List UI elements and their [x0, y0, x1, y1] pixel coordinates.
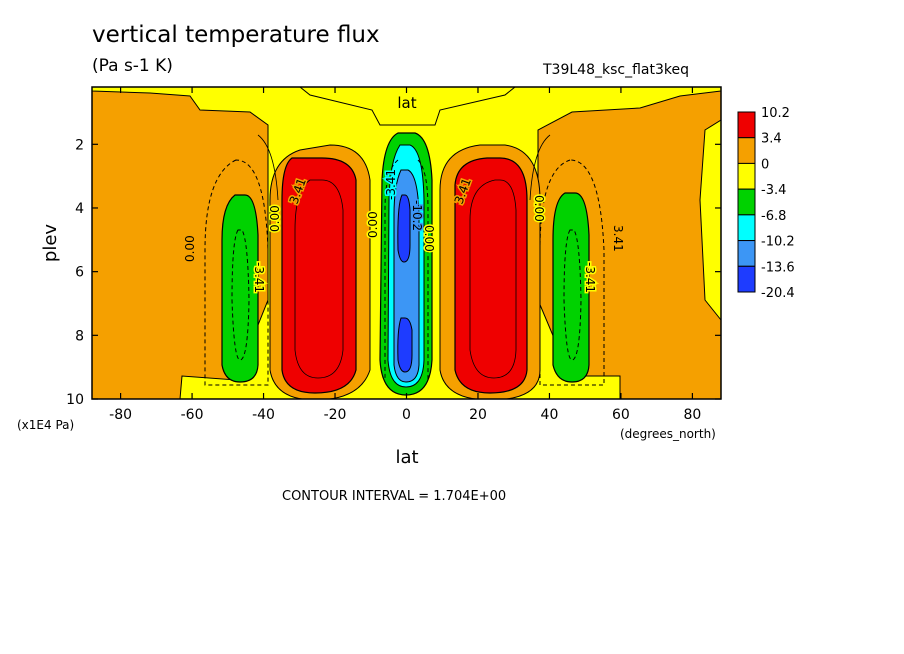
colorbar-label: -6.8 — [761, 209, 786, 224]
x-tick-label: 0 — [402, 407, 411, 423]
y-tick-label: 6 — [75, 265, 84, 281]
dashed-contour — [417, 159, 429, 380]
contour-interval: CONTOUR INTERVAL = 1.704E+00 — [282, 489, 507, 504]
colorbar-label: 0 — [761, 157, 769, 172]
darkblue-core-upper — [397, 194, 411, 263]
contour-label: -10.2 — [410, 200, 424, 231]
solid-contour — [469, 179, 517, 379]
negative-contours — [204, 159, 605, 386]
x-tick-label: -20 — [324, 407, 347, 423]
y-tick-label: 2 — [75, 137, 84, 153]
contour-label: 0.00 — [268, 205, 282, 232]
colorbar-swatch — [737, 162, 756, 190]
y-axis-units: (x1E4 Pa) — [17, 418, 74, 432]
contour-label: -3.41 — [583, 262, 597, 293]
darkblue-core-lower — [397, 317, 413, 373]
green-cell-south — [221, 194, 259, 383]
colorbar-label: 3.4 — [761, 132, 782, 147]
colorbar: 10.2 3.4 0 -3.4 -6.8 -10.2 -13.6 -20.4 — [737, 106, 795, 301]
dashed-contour — [204, 159, 269, 386]
y-tick-label: 4 — [75, 201, 84, 217]
x-axis-title-top: lat — [397, 94, 416, 112]
colorbar-swatch — [737, 137, 756, 164]
colorbar-swatch — [737, 214, 756, 242]
x-axis-units: (degrees_north) — [620, 427, 716, 441]
y-tick-label: 10 — [66, 392, 84, 408]
contour-field — [92, 87, 721, 399]
yellow-top-center — [299, 87, 516, 126]
y-axis-title: plev — [40, 224, 61, 263]
colorbar-swatch — [737, 265, 756, 293]
contour-label: 0.00 — [366, 211, 380, 238]
x-tick-label: 60 — [612, 407, 630, 423]
x-tick-label: 20 — [469, 407, 487, 423]
contour-label: 0.00 — [183, 235, 197, 262]
x-tick-label: -40 — [252, 407, 275, 423]
solid-contour — [294, 179, 344, 379]
x-axis: -80 -60 -40 -20 0 20 40 60 80 — [109, 87, 701, 423]
green-cell-north — [552, 192, 590, 383]
chart-title: vertical temperature flux — [92, 22, 380, 48]
red-cell-north — [454, 157, 528, 394]
colorbar-swatch — [737, 188, 756, 216]
yellow-right-edge — [699, 119, 721, 321]
colorbar-label: -20.4 — [761, 286, 795, 301]
dashed-contour — [384, 159, 399, 380]
dashed-contour — [231, 229, 250, 361]
x-tick-label: 40 — [541, 407, 559, 423]
solid-contour — [257, 134, 279, 201]
colorbar-swatch — [737, 111, 756, 139]
dashed-contour — [563, 229, 582, 361]
colorbar-label: -10.2 — [761, 235, 795, 250]
y-axis: 2 4 6 8 10 — [66, 137, 721, 408]
solid-contour — [529, 134, 551, 201]
x-tick-label: -80 — [109, 407, 132, 423]
colorbar-label: 10.2 — [761, 106, 790, 121]
red-cell-south — [281, 157, 357, 394]
positive-contours — [257, 134, 551, 379]
contour-label: 0.00 — [532, 195, 546, 222]
x-tick-label: 80 — [683, 407, 701, 423]
chart-units: (Pa s-1 K) — [92, 56, 173, 76]
contour-label: 0.00 — [422, 225, 436, 252]
run-label: T39L48_ksc_flat3keq — [543, 62, 689, 78]
colorbar-swatch — [737, 240, 756, 267]
contour-label: 3.41 — [611, 225, 625, 252]
dashed-contour — [539, 159, 605, 386]
colorbar-label: -3.4 — [761, 183, 786, 198]
contour-label: -3.41 — [384, 169, 398, 200]
y-tick-label: 8 — [75, 328, 84, 344]
x-axis-title: lat — [395, 447, 418, 468]
contour-label: -3.41 — [252, 262, 266, 293]
colorbar-label: -13.6 — [761, 260, 795, 275]
x-tick-label: -60 — [181, 407, 204, 423]
